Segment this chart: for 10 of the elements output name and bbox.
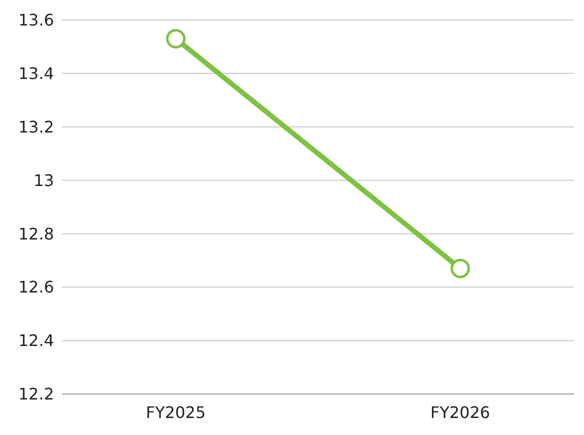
y-tick-label: 13.2 xyxy=(18,117,54,136)
y-tick-label: 12.2 xyxy=(18,384,54,404)
y-tick-label: 12.6 xyxy=(18,278,54,297)
y-tick-label: 13 xyxy=(34,170,54,190)
x-tick-label: FY2026 xyxy=(430,403,490,422)
y-tick-label: 12.8 xyxy=(18,224,54,244)
y-tick-label: 12.4 xyxy=(18,331,54,350)
y-tick-label: 13.4 xyxy=(18,64,54,84)
y-tick-label: 13.6 xyxy=(18,10,54,30)
x-tick-label: FY2025 xyxy=(146,403,206,422)
